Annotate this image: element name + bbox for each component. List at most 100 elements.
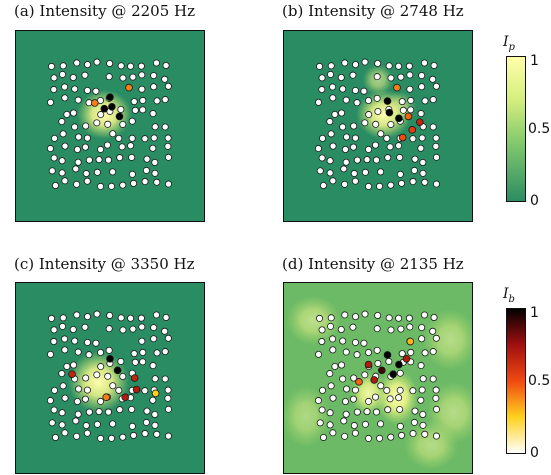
scatterer-dot [385,62,393,70]
scatterer-dot [93,420,101,428]
panel-c-title: (c) Intensity @ 3350 Hz [14,255,195,273]
scatterer-dot [106,59,114,67]
scatterer-dot [95,408,103,416]
scatterer-dot [377,130,385,138]
scatterer-dot [81,71,89,79]
colorbar-top-label: Ip [503,34,515,53]
scatterer-dot [377,420,385,428]
scatterer-dot [48,62,56,70]
scatterer-dot [153,349,161,357]
scatterer-dot [59,70,67,78]
colorbar-bottom-tick-05: 0.5 [528,373,551,389]
scatterer-dot [318,154,326,162]
scatterer-dot [341,432,349,440]
scatterer-dot [73,398,81,406]
highlighted-scatterer [395,114,403,123]
scatterer-dot [97,397,105,405]
panel-c [15,282,205,474]
scatterer-dot [396,386,404,394]
scatterer-dot [119,372,127,380]
scatterer-dot [150,335,158,343]
scatterer-dot [329,394,337,402]
scatterer-dot [419,169,427,177]
scatterer-dot [432,394,440,402]
scatterer-dot [73,432,81,440]
scatterer-dot [149,362,157,370]
scatterer-dot [339,85,347,93]
panel-a [15,30,205,222]
scatterer-dot [141,178,149,186]
scatterer-dot [417,110,425,118]
scatterer-dot [373,94,381,102]
scatterer-dot [406,85,414,93]
scatterer-dot [365,111,373,119]
panel-d-title: (d) Intensity @ 2135 Hz [282,255,464,273]
scatterer-dot [119,326,127,334]
scatterer-dot [341,59,349,67]
scatterer-dot [407,348,415,356]
scatterer-dot [342,410,350,418]
colorbar-top [506,56,526,202]
scatterer-dot [418,83,426,91]
scatterer-dot [46,145,54,153]
scatterer-dot [82,374,90,382]
scatterer-dot [141,135,149,143]
scatterer-dot [74,158,82,166]
scatterer-dot [396,153,404,161]
scatterer-dot [351,86,359,94]
scatterer-dot [82,422,90,430]
highlighted-scatterer [408,126,416,134]
scatterer-dot [161,75,169,83]
scatterer-dot [365,182,373,190]
scatterer-dot [432,432,440,440]
scatterer-dot [119,74,127,82]
scatterer-dot [411,407,419,415]
scatterer-dot [61,346,69,354]
scatterer-dot [430,313,438,321]
scatterer-dot [50,86,58,94]
scatterer-dot [360,87,368,95]
highlighted-scatterer [115,112,124,121]
highlighted-scatterer [113,366,122,375]
scatterer-dot [137,314,145,322]
scatterer-dot [417,362,425,370]
scatterer-dot [341,180,349,188]
scatterer-dot [409,135,417,143]
scatterer-dot [327,62,335,70]
scatterer-dot [142,166,150,174]
scatterer-dot [398,98,406,106]
scatterer-dot [329,335,337,343]
scatterer-dot [46,397,54,405]
scatterer-dot [418,335,426,343]
scatterer-dot [51,181,59,189]
scatterer-dot [50,74,58,82]
scatterer-dot [417,144,425,152]
scatterer-dot [409,387,417,395]
scatterer-dot [432,153,440,161]
scatterer-dot [365,397,373,405]
scatterer-dot [104,156,112,164]
highlighted-scatterer [406,337,415,346]
scatterer-dot [109,420,117,428]
colorbar-bottom [506,308,526,454]
scatterer-dot [396,170,404,178]
scatterer-dot [351,429,359,437]
intensity-hotspot [76,89,132,140]
scatterer-dot [398,179,406,187]
scatterer-dot [74,96,82,104]
colorbar-top-tick-0: 0 [530,193,539,209]
scatterer-dot [397,325,405,333]
scatterer-dot [361,371,369,379]
scatterer-dot [119,181,127,189]
scatterer-dot [161,375,169,383]
scatterer-dot [58,118,66,126]
scatterer-dot [108,434,116,442]
scatterer-dot [418,134,426,142]
scatterer-dot [326,370,334,378]
scatterer-dot [319,386,327,394]
colorbar-bottom-tick-1: 1 [530,305,539,321]
scatterer-dot [61,94,69,102]
scatterer-dot [152,311,160,319]
highlighted-scatterer [416,118,424,126]
scatterer-dot [372,120,380,128]
